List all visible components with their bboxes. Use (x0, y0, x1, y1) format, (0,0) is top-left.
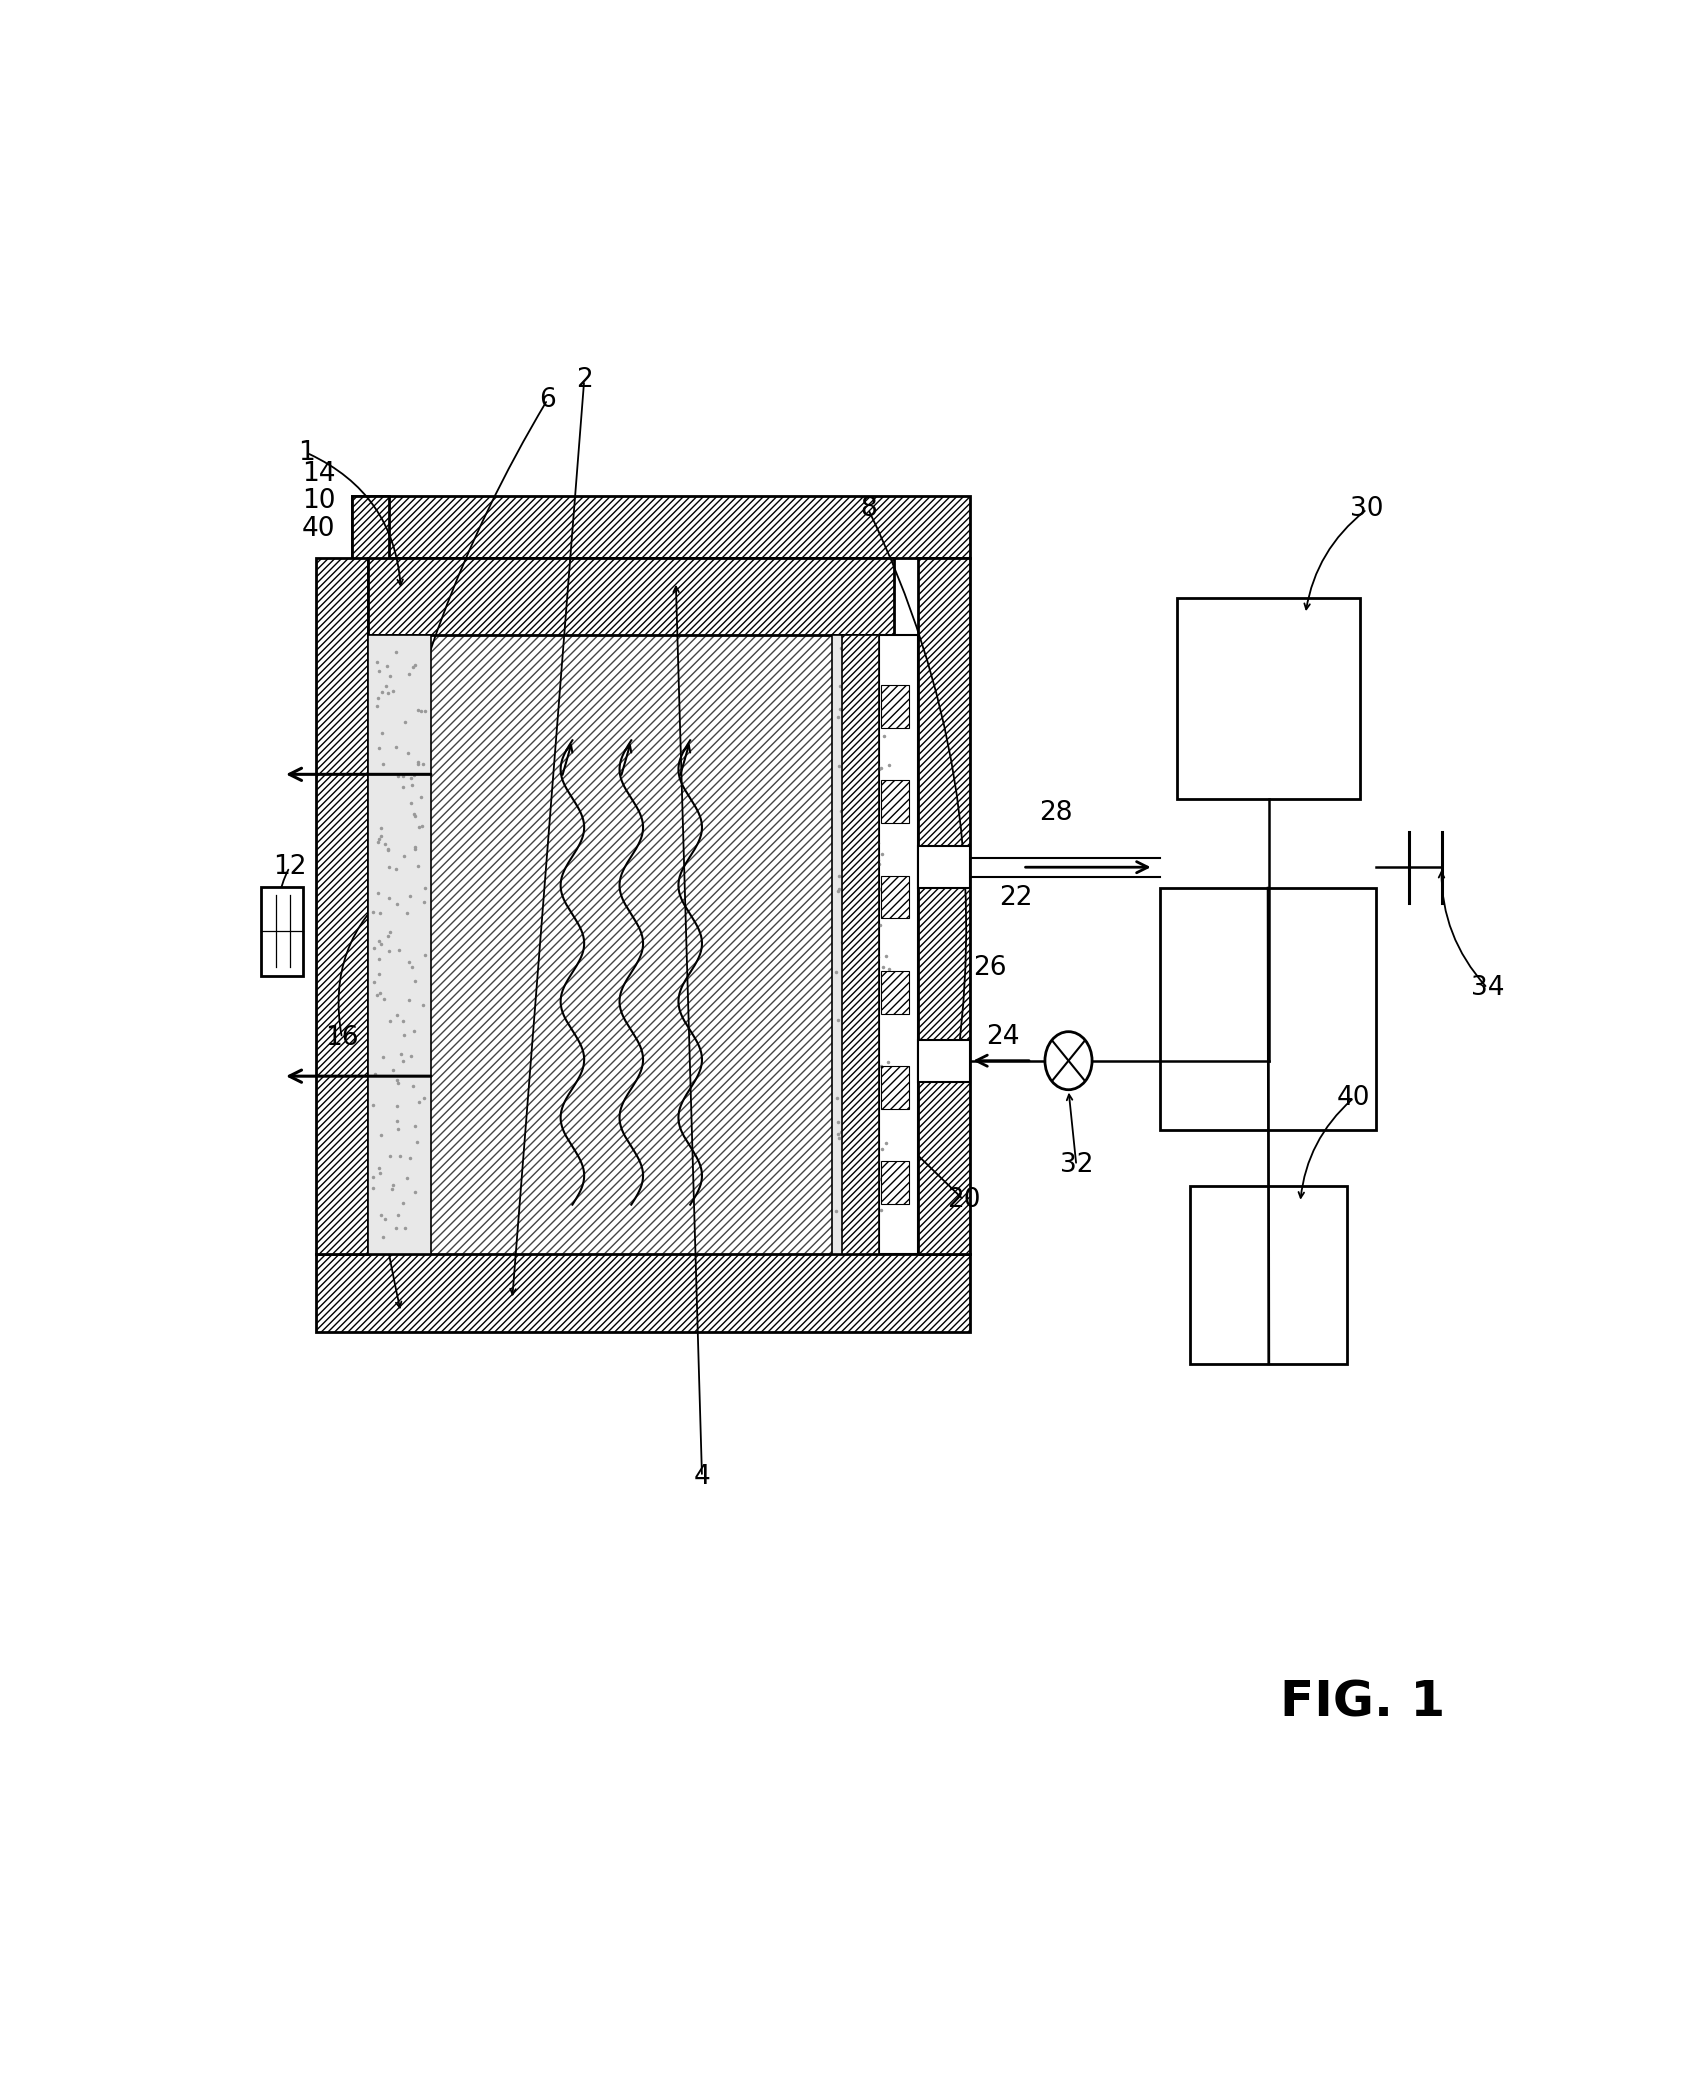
Text: 20: 20 (948, 1187, 981, 1212)
Bar (1160, 888, 1377, 1131)
Bar (1191, 1187, 1348, 1363)
Text: 24: 24 (986, 1024, 1020, 1051)
Text: 32: 32 (1059, 1152, 1093, 1179)
Text: 28: 28 (1039, 800, 1073, 825)
Text: 1: 1 (299, 440, 316, 465)
Text: 12: 12 (274, 854, 306, 879)
Text: 14: 14 (302, 461, 334, 486)
Text: 26: 26 (973, 955, 1007, 980)
Bar (368, 634, 895, 1254)
Text: 30: 30 (1350, 496, 1383, 521)
Bar (882, 972, 909, 1013)
Text: 4: 4 (694, 1464, 711, 1489)
Text: 34: 34 (1471, 976, 1505, 1001)
Text: 10: 10 (302, 488, 334, 515)
Bar (882, 781, 909, 823)
Bar (882, 1162, 909, 1204)
Circle shape (1045, 1032, 1093, 1089)
Bar (882, 685, 909, 729)
Bar (919, 1041, 969, 1083)
Bar (353, 496, 388, 597)
Text: 18: 18 (866, 932, 900, 957)
Bar (919, 846, 969, 888)
Text: FIG. 1: FIG. 1 (1280, 1679, 1446, 1725)
Text: 8: 8 (860, 496, 877, 521)
Bar (882, 1066, 909, 1110)
Bar (316, 557, 368, 1254)
Bar (878, 634, 919, 1254)
Bar (368, 634, 431, 1254)
Bar (260, 888, 302, 976)
Text: 40: 40 (302, 515, 334, 542)
Text: 40: 40 (1338, 1085, 1370, 1110)
Bar (919, 557, 969, 1254)
Bar (353, 496, 969, 557)
Bar (843, 634, 878, 1254)
Bar (1177, 599, 1360, 800)
Bar (831, 634, 895, 1254)
Text: 22: 22 (1000, 886, 1034, 911)
Bar (316, 1254, 969, 1332)
Text: 2: 2 (576, 366, 593, 394)
Text: 6: 6 (539, 387, 556, 413)
Bar (882, 875, 909, 919)
Text: 16: 16 (326, 1026, 358, 1051)
Bar (368, 557, 895, 634)
